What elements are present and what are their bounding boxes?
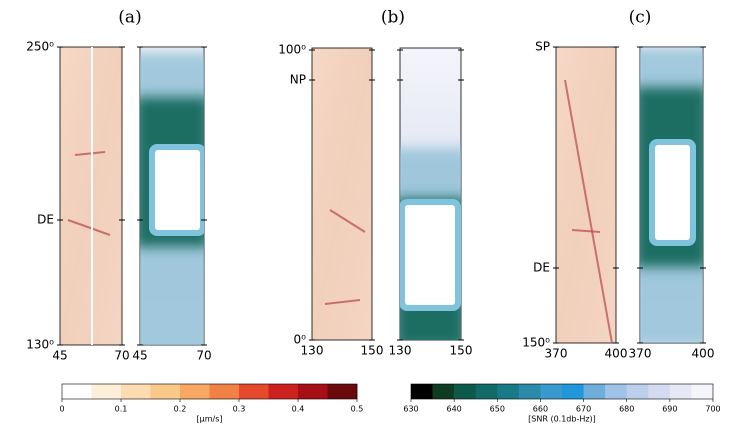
colorbar-segment — [626, 384, 649, 399]
x-tick-label: 130 — [389, 344, 412, 358]
event-trace — [571, 229, 601, 233]
event-trace — [329, 209, 366, 233]
y-label: DE — [37, 213, 54, 227]
colorbar-tick-label: 0.2 — [174, 405, 187, 414]
x-tick-label: 370 — [545, 347, 568, 361]
colorbar-frame — [410, 383, 714, 400]
colorbar-segment — [691, 384, 714, 399]
colorbar-label: [μm/s] — [197, 415, 223, 424]
colorbar-tick-label: 650 — [490, 405, 505, 414]
colorbar-segment — [518, 384, 541, 399]
colorbar-segment — [150, 384, 181, 399]
colorbar-segment — [268, 384, 299, 399]
colorbar-segment — [62, 384, 92, 399]
y-label: 150⁰ — [522, 336, 550, 350]
snr-core — [655, 145, 690, 240]
y-label: 250⁰ — [26, 40, 54, 54]
snr-layers — [640, 47, 703, 343]
snr-layers — [140, 52, 204, 345]
x-tick-label: 70 — [196, 349, 211, 363]
x-tick-label: 400 — [605, 347, 628, 361]
x-tick-label: 370 — [629, 347, 652, 361]
colorbar-segment — [669, 384, 692, 399]
colorbar-segment — [91, 384, 122, 399]
colorbar-tick-label: 640 — [447, 405, 462, 414]
colorbar-tick-label: 0.5 — [351, 405, 364, 414]
colorbar-segment — [562, 384, 584, 399]
colorbar-tick-label: 0.3 — [233, 405, 246, 414]
colorbar-tick-label: 0.4 — [292, 405, 305, 414]
y-label: 100⁰ — [278, 43, 306, 57]
colorbar-label: [SNR (0.1db-Hz)] — [528, 415, 596, 424]
event-trace — [564, 79, 613, 344]
snr-core — [405, 205, 455, 305]
colorbar-segment — [605, 384, 628, 399]
colorbar-segment — [648, 384, 671, 399]
colorbar-frame — [61, 383, 358, 400]
event-trace — [324, 299, 361, 305]
snr-layers — [400, 148, 461, 340]
y-label: 130⁰ — [26, 338, 54, 352]
x-tick-label: 150 — [450, 344, 473, 358]
x-tick-label: 45 — [52, 349, 67, 363]
colorbar-segment — [180, 384, 210, 399]
x-tick-label: 45 — [132, 349, 147, 363]
y-label: SP — [535, 40, 550, 54]
colorbar-segment — [475, 384, 498, 399]
colorbar-segment — [497, 384, 520, 399]
colorbar-tick-label: 670 — [576, 405, 591, 414]
x-tick-label: 150 — [361, 344, 384, 358]
colorbar-tick-label: 680 — [619, 405, 634, 414]
colorbar-segment — [239, 384, 269, 399]
y-label: DE — [533, 261, 550, 275]
colorbar-segment — [454, 384, 477, 399]
panel-label: (c) — [629, 8, 652, 28]
event-trace — [67, 219, 111, 236]
colorbar-tick-label: 0 — [59, 405, 64, 414]
colorbar-segment — [411, 384, 433, 399]
colorbar-tick-label: 0.1 — [115, 405, 128, 414]
colorbar-segment — [327, 384, 358, 399]
strain-image — [311, 47, 373, 341]
colorbar-segment — [432, 384, 455, 399]
event-trace — [74, 151, 106, 156]
colorbar-tick-label: 690 — [662, 405, 677, 414]
panel-label: (b) — [381, 8, 405, 28]
panel-label: (a) — [118, 8, 141, 28]
x-tick-label: 400 — [692, 347, 715, 361]
colorbar-segment — [540, 384, 563, 399]
y-label: 0⁰ — [294, 333, 307, 347]
colorbar-segment — [583, 384, 606, 399]
colorbar-segment — [209, 384, 240, 399]
colorbar-segment — [121, 384, 151, 399]
y-label: NP — [290, 73, 306, 87]
colorbar-tick-label: 660 — [533, 405, 548, 414]
x-tick-label: 70 — [114, 349, 129, 363]
x-tick-label: 130 — [301, 344, 324, 358]
snr-core — [155, 150, 200, 230]
colorbar-tick-label: 700 — [705, 405, 720, 414]
colorbar-segment — [298, 384, 328, 399]
colorbar-tick-label: 630 — [403, 405, 418, 414]
